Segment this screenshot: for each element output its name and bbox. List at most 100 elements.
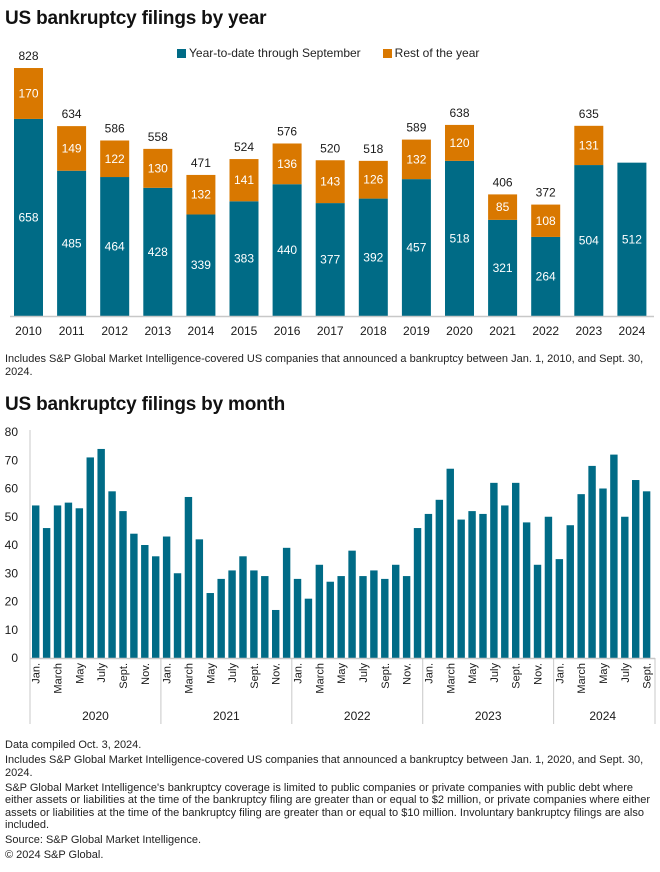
footnote-2: S&P Global Market Intelligence's bankrup… [5,781,651,832]
bar-month-51 [588,465,596,658]
x-tick-label-month-4: May [74,663,86,684]
x-tick-label-month-40: May [467,663,479,684]
group-label-2024: 2024 [589,709,616,723]
data-label-total-2018: 518 [363,142,383,156]
chart-title-yearly: US bankruptcy filings by year [5,8,267,29]
bar-rest-2016 [272,143,302,185]
x-tick-label-2010: 2010 [15,324,42,338]
bar-rest-2021 [488,194,518,220]
y-tick-label-30: 30 [5,566,19,580]
data-label-total-2015: 524 [234,140,254,154]
bar-rest-2011 [57,126,87,171]
data-label-ytd-2022: 264 [536,269,556,283]
bar-month-43 [501,505,509,658]
data-label-rest-2016: 136 [277,157,297,171]
x-tick-label-month-32: Sept. [380,663,392,689]
x-tick-label-2015: 2015 [231,324,258,338]
x-tick-label-month-10: Nov. [140,663,152,685]
legend: Year-to-date through September Rest of t… [177,46,479,60]
bar-rest-2017 [315,160,345,204]
bar-ytd-2011 [57,170,87,316]
legend-label-rest: Rest of the year [394,46,480,60]
data-label-rest-2021: 85 [496,200,510,214]
x-tick-label-month-8: Sept. [118,663,130,689]
x-tick-label-month-44: Sept. [511,663,523,689]
legend-label-ytd: Year-to-date through September [189,46,361,60]
y-tick-label-10: 10 [5,623,19,637]
bar-month-48 [555,559,564,658]
bar-month-53 [610,454,618,658]
data-label-ytd-2020: 518 [449,231,469,245]
data-label-rest-2017: 143 [320,175,340,189]
x-tick-label-month-48: Jan. [554,663,566,684]
bar-ytd-2010 [14,118,43,316]
bar-month-47 [544,516,553,658]
x-tick-label-2019: 2019 [403,324,430,338]
bar-ytd-2017 [315,203,345,316]
group-label-2020: 2020 [82,709,109,723]
bar-rest-2022 [531,204,561,237]
bar-month-3 [64,502,73,658]
y-tick-label-50: 50 [5,510,19,524]
x-tick-label-month-24: Jan. [293,663,305,684]
bar-ytd-2016 [272,184,302,316]
data-label-ytd-2018: 392 [363,250,383,264]
y-tick-label-60: 60 [5,482,19,496]
data-label-total-2021: 406 [493,175,513,189]
x-tick-label-2017: 2017 [317,324,344,338]
bar-month-26 [315,564,324,658]
x-tick-label-month-30: July [358,663,370,683]
legend-swatch-rest [382,48,392,58]
data-label-ytd-2021: 321 [493,261,513,275]
x-tick-label-month-22: Nov. [271,663,283,685]
bar-rest-2018 [358,160,388,199]
bar-month-17 [217,578,225,658]
group-label-2023: 2023 [475,709,502,723]
data-label-total-2017: 520 [320,141,340,155]
footnote-3: Source: S&P Global Market Intelligence. [5,834,202,846]
data-label-rest-2014: 132 [191,188,211,202]
bar-month-32 [381,578,389,658]
data-label-total-2010: 828 [18,49,38,63]
group-label-2022: 2022 [344,709,371,723]
bar-rest-2013 [143,148,173,188]
bar-rest-2014 [186,174,216,215]
bar-month-52 [599,488,607,658]
bar-ytd-2015 [229,201,259,316]
bar-month-9 [130,533,138,658]
x-tick-label-month-18: July [227,663,239,683]
yearly-chart: 658 170 828 2010 485 149 634 2011 464 122 586 2012 4… [10,49,654,338]
legend-item-ytd: Year-to-date through September [177,46,361,60]
bar-month-2 [53,505,62,658]
bar-month-22 [272,609,280,658]
bar-month-55 [632,480,640,658]
bar-ytd-2023 [574,165,604,316]
x-tick-label-month-52: May [598,663,610,684]
bar-month-35 [413,528,422,658]
bar-rest-2015 [229,159,259,202]
bar-ytd-2018 [358,198,388,316]
bar-month-21 [261,576,269,658]
x-tick-label-2024: 2024 [619,324,646,338]
bar-month-42 [490,482,498,658]
x-tick-label-2011: 2011 [59,324,85,338]
bar-month-39 [457,519,465,658]
bar-month-11 [152,556,160,658]
bar-rest-2010 [14,68,43,119]
bar-month-33 [392,564,400,658]
data-label-ytd-2011: 485 [62,236,82,250]
x-tick-label-month-42: July [489,663,501,683]
data-label-total-2013: 558 [148,130,168,144]
bar-month-30 [359,576,367,658]
x-tick-label-month-28: May [336,663,348,684]
y-tick-label-70: 70 [5,453,19,467]
x-tick-label-month-6: July [96,663,108,683]
data-label-ytd-2013: 428 [148,245,168,259]
x-tick-label-2022: 2022 [532,324,559,338]
monthly-chart: 0 10 20 30 40 50 60 70 80 Jan. March May July Sept. No… [5,425,656,724]
bar-month-25 [304,598,313,658]
data-label-rest-2013: 130 [148,161,168,175]
data-label-ytd-2014: 339 [191,258,211,272]
bar-ytd-2012 [100,177,130,316]
data-label-ytd-2024: 512 [622,232,642,246]
